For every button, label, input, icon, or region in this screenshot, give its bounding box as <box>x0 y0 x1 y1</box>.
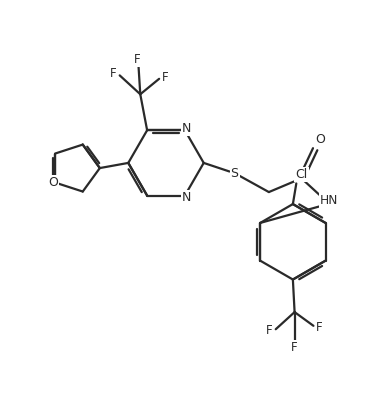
Text: N: N <box>182 122 191 135</box>
Text: F: F <box>266 325 273 337</box>
Text: O: O <box>49 176 59 189</box>
Text: HN: HN <box>320 194 338 207</box>
Text: F: F <box>316 321 323 334</box>
Text: F: F <box>133 53 140 66</box>
Text: F: F <box>110 67 117 80</box>
Text: S: S <box>231 167 239 180</box>
Text: N: N <box>182 191 191 204</box>
Text: O: O <box>315 133 325 146</box>
Text: Cl: Cl <box>295 168 307 181</box>
Text: F: F <box>162 71 169 83</box>
Text: F: F <box>291 341 298 354</box>
